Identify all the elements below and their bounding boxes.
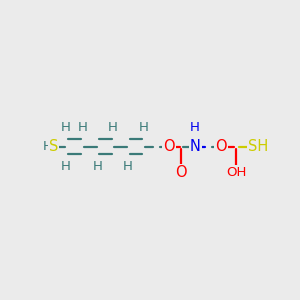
Text: H: H xyxy=(43,140,53,153)
Text: O: O xyxy=(215,140,226,154)
Text: O: O xyxy=(176,165,187,180)
Text: H: H xyxy=(61,121,71,134)
Text: S: S xyxy=(49,140,58,154)
Text: H: H xyxy=(138,121,148,134)
Text: H: H xyxy=(78,121,88,134)
Text: H: H xyxy=(93,160,103,173)
Text: H: H xyxy=(108,121,118,134)
Text: H: H xyxy=(61,160,71,173)
Text: H: H xyxy=(123,160,133,173)
Text: OH: OH xyxy=(226,166,247,179)
Text: SH: SH xyxy=(248,140,268,154)
Text: O: O xyxy=(163,140,175,154)
Text: H: H xyxy=(190,121,200,134)
Text: N: N xyxy=(190,140,201,154)
